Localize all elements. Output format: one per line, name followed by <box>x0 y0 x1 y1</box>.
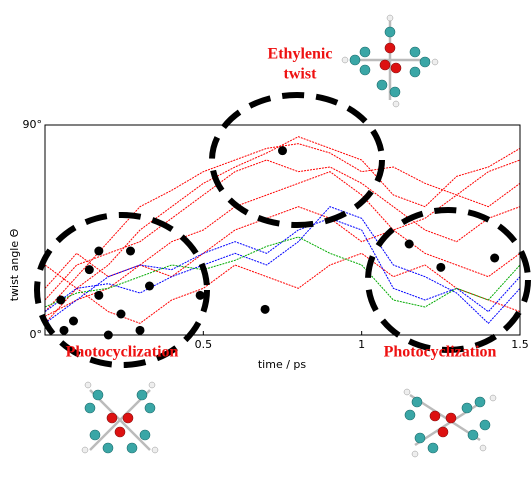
trajectory-line <box>44 136 521 324</box>
molecule-icon <box>403 388 497 458</box>
hop-point <box>195 290 205 300</box>
annotation: twist <box>284 66 318 83</box>
trajectory-line <box>44 143 521 313</box>
y-axis-label: twist angle Θ <box>8 228 21 301</box>
highlight-ellipse <box>34 212 210 368</box>
hop-point <box>260 304 270 314</box>
hop-point <box>135 325 145 335</box>
x-tick-label: 0.5 <box>195 338 213 351</box>
y-tick-label: 0° <box>30 328 43 341</box>
trajectory-line <box>44 182 521 317</box>
hop-point <box>436 262 446 272</box>
x-tick-label: 1 <box>358 338 365 351</box>
hop-point <box>490 253 500 263</box>
hop-point <box>278 146 287 156</box>
hop-point <box>126 246 135 256</box>
highlight-ellipse <box>209 92 385 228</box>
molecule-icon <box>341 14 439 108</box>
trajectory-line <box>44 206 521 325</box>
hop-point <box>84 265 94 275</box>
trajectory-line <box>44 236 521 308</box>
trajectory-line <box>44 171 521 289</box>
y-tick-label: 90° <box>23 118 43 131</box>
hop-point <box>145 281 154 291</box>
plot-frame <box>44 124 521 336</box>
hop-point <box>69 316 78 326</box>
highlight-ellipse <box>365 207 531 353</box>
hop-point <box>94 290 104 300</box>
plot <box>44 136 521 340</box>
hop-point <box>59 325 69 335</box>
hop-point <box>94 246 104 256</box>
annotation: Photocyclization <box>384 344 497 361</box>
trajectory-line <box>44 159 521 301</box>
hop-point <box>404 239 414 249</box>
plot-area <box>45 125 520 335</box>
x-axis-label: time / ps <box>258 358 307 371</box>
hop-point <box>56 295 66 305</box>
x-tick-label: 1.5 <box>511 338 529 351</box>
annotation: Ethylenic <box>268 46 333 63</box>
molecule-icon <box>81 381 159 454</box>
annotation: Photocyclization <box>66 344 179 361</box>
hop-point <box>116 309 126 319</box>
